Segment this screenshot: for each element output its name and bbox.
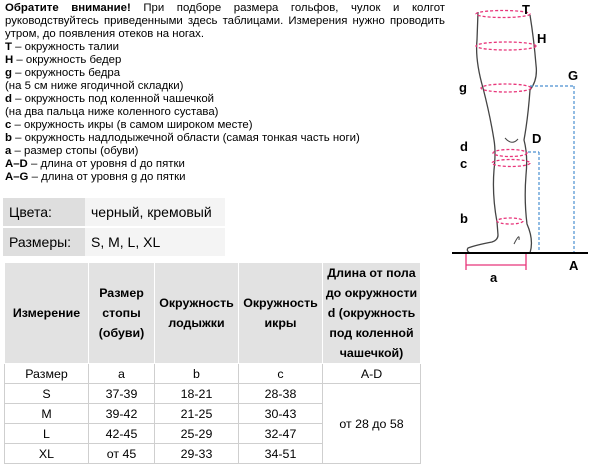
attention-heading: Обратите внимание! [5, 2, 131, 14]
table-row: S 37-39 18-21 28-38 от 28 до 58 [4, 383, 421, 464]
table-cell: Размер [4, 363, 89, 384]
label-a: a [490, 270, 498, 285]
sizes-row: Размеры: S, M, L, XL [3, 227, 225, 258]
table-cell: 25-29 [154, 423, 239, 444]
colors-row: Цвета: черный, кремовый [3, 198, 225, 228]
table-cell: L [4, 423, 89, 444]
table-cell: 21-25 [154, 403, 239, 424]
table-row: XL от 45 29-33 34-51 [4, 443, 421, 464]
header-foot-size: Размер стопы (обуви) [88, 262, 155, 364]
table-cell: 37-39 [88, 383, 155, 404]
colors-label: Цвета: [3, 198, 85, 228]
sizes-value: S, M, L, XL [85, 227, 225, 258]
leg-knee-fold [504, 137, 519, 143]
legend-line-h: H – окружность бедер [5, 54, 122, 66]
table-cell: 28-38 [238, 383, 323, 404]
legend-line-t: T – окружность талии [5, 41, 120, 53]
label-D: D [532, 131, 541, 146]
table-cell: 39-42 [88, 403, 155, 424]
table-cell: 18-21 [154, 383, 239, 404]
table-cell: 29-33 [154, 443, 239, 464]
colors-value: черный, кремовый [85, 198, 225, 228]
size-table: Измерение Размер стопы (обуви) Окружност… [4, 262, 421, 464]
table-subheader-row: Размер a b c A-D [4, 363, 421, 384]
header-length: Длина от пола до окружности d (окружност… [322, 262, 421, 364]
table-cell: a [88, 363, 155, 384]
leg-measurement-diagram: T H g G d D c b a A [452, 2, 588, 285]
table-cell: XL [4, 443, 89, 464]
intro-paragraph: Обратите внимание! При подборе размера г… [5, 2, 445, 41]
legend-line-c: c – окружность икры (в самом широком мес… [5, 119, 253, 131]
sizes-label: Размеры: [3, 227, 85, 258]
legend-line-d-note: (на два пальца ниже коленного сустава) [5, 106, 219, 118]
table-cell: 34-51 [238, 443, 323, 464]
legend-line-b: b – окружность надлодыжечной области (са… [5, 132, 360, 144]
label-h: H [537, 31, 546, 46]
legend-line-g-note: (на 5 см ниже ягодичной складки) [5, 80, 184, 92]
label-A: A [569, 258, 579, 273]
header-calf: Окружность икры [238, 262, 323, 364]
legend-line-ad: A–D – длина от уровня d до пятки [5, 158, 185, 170]
table-cell: 32-47 [238, 423, 323, 444]
waist-measure-t [475, 9, 531, 19]
label-c: c [460, 156, 467, 171]
intro-text: При подборе размера гольфов, чулок и кол… [5, 2, 445, 40]
knee-measure-d [492, 148, 528, 158]
table-cell: c [238, 363, 323, 384]
thigh-measure-g [480, 83, 532, 93]
table-cell: b [154, 363, 239, 384]
table-row: L 42-45 25-29 32-47 [4, 423, 421, 444]
instructions-text: Обратите внимание! При подборе размера г… [5, 2, 445, 184]
hip-measure-h [475, 41, 537, 51]
label-d: d [460, 139, 468, 154]
table-cell: A-D [322, 363, 421, 384]
label-G: G [568, 68, 578, 83]
leg-outline [466, 11, 538, 254]
table-cell: 42-45 [88, 423, 155, 444]
label-b: b [460, 211, 468, 226]
legend-line-a: a – размер стопы (обуви) [5, 145, 139, 157]
label-g: g [459, 80, 467, 95]
length-range-cell: от 28 до 58 [322, 383, 421, 464]
calf-measure-c [491, 158, 531, 168]
legend-line-ag: A–G – длина от уровня g до пятки [5, 171, 186, 183]
table-cell: M [4, 403, 89, 424]
table-cell: 30-43 [238, 403, 323, 424]
header-ankle: Окружность лодыжки [154, 262, 239, 364]
leg-heel-curve [513, 236, 520, 245]
table-cell: от 45 [88, 443, 155, 464]
product-info-table: Цвета: черный, кремовый Размеры: S, M, L… [3, 198, 225, 258]
label-t: T [522, 2, 530, 17]
header-measurement: Измерение [4, 262, 89, 364]
ankle-measure-b [496, 217, 524, 225]
size-table-header: Измерение Размер стопы (обуви) Окружност… [4, 262, 421, 364]
legend-line-d: d – окружность под коленной чашечкой [5, 93, 215, 105]
legend-line-g: g – окружность бедра [5, 67, 121, 79]
table-cell: S [4, 383, 89, 404]
